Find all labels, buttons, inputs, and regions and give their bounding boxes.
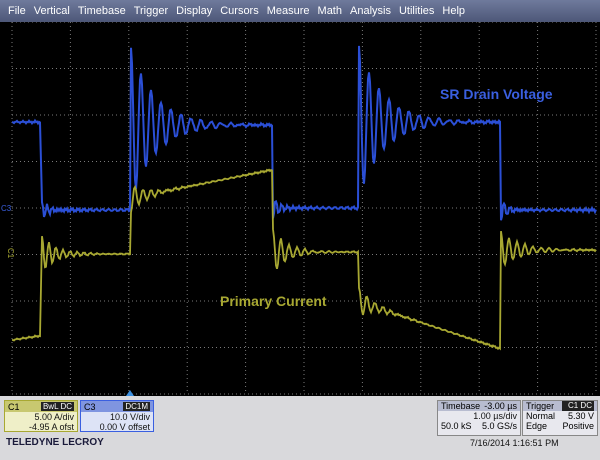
c3-tag: DC1M [123,402,150,411]
c3-annotation: SR Drain Voltage [440,86,553,102]
menu-item[interactable]: Trigger [133,5,169,17]
timebase-title: Timebase [441,401,481,411]
menu-item[interactable]: Analysis [350,5,391,17]
trigger-level: 5.30 V [567,411,594,421]
c1-box[interactable]: C1 BwL DC 5.00 A/div -4.95 A ofst [4,400,78,432]
timebase-rate: 5.0 GS/s [481,421,517,431]
menu-item[interactable]: File [8,5,26,17]
trigger-type: Edge [526,421,548,431]
menu-item[interactable]: Timebase [77,5,126,17]
c3-offset: 0.00 V offset [99,422,150,432]
timestamp: 7/16/2014 1:16:51 PM [470,438,559,448]
c3-marker: C3 [1,204,12,213]
c1-tag: BwL DC [40,402,74,411]
timebase-scale: 1.00 µs/div [473,411,517,421]
c3-box[interactable]: C3 DC1M 10.0 V/div 0.00 V offset [80,400,154,432]
timebase-delay: -3.00 µs [484,401,517,411]
menu-item[interactable]: Measure [266,5,310,17]
c1-marker: C1 [6,248,15,259]
waveform-display: SR Drain Voltage Primary Current C3 C1 [0,22,600,396]
c1-scale: 5.00 A/div [34,412,74,422]
trigger-source: C1 DC [562,401,594,411]
trigger-box[interactable]: Trigger C1 DC Normal 5.30 V Edge Positive [522,400,598,436]
menu-item[interactable]: Vertical [33,5,70,17]
c1-offset: -4.95 A ofst [28,422,74,432]
c3-name: C3 [84,401,96,412]
trigger-title: Trigger [526,401,555,411]
trigger-marker [126,390,134,396]
menu-item[interactable]: Help [442,5,466,17]
c1-name: C1 [8,401,20,412]
c1-waveform [12,168,597,351]
menu-bar: File Vertical Timebase Trigger Display Cursor… [0,0,600,22]
timebase-samples: 50.0 kS [441,421,472,431]
timebase-box[interactable]: Timebase -3.00 µs 1.00 µs/div 50.0 kS 5.0 … [437,400,521,436]
brand: TELEDYNE LECROY [6,437,104,448]
menu-item[interactable]: Cursors [220,5,259,17]
c1-annotation: Primary Current [220,293,327,309]
menu-item[interactable]: Math [317,5,342,17]
c3-waveform [11,45,597,221]
trigger-slope: Positive [562,421,594,431]
trigger-mode: Normal [526,411,556,421]
menu-item[interactable]: Display [176,5,213,17]
c3-scale: 10.0 V/div [109,412,150,422]
menu-item[interactable]: Utilities [398,5,435,17]
